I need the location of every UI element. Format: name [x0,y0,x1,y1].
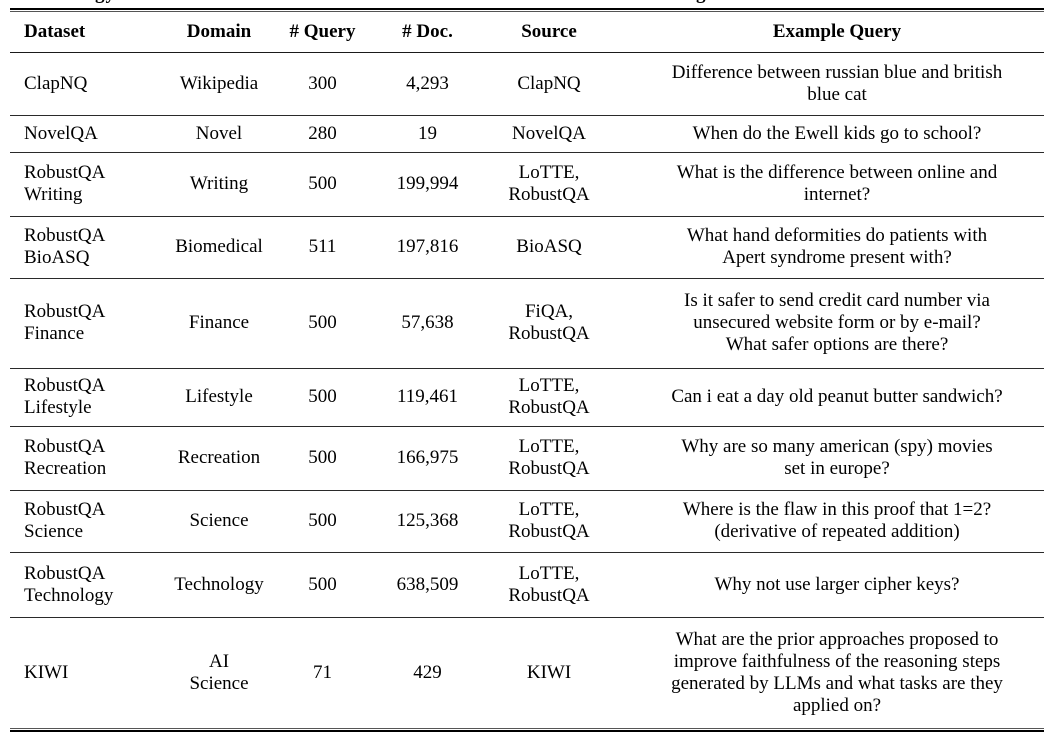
example-query-cell: When do the Ewell kids go to school? [608,115,1044,153]
num-doc-cell: 638,509 [365,552,490,618]
dataset-cell: RobustQA Technology [10,552,158,618]
num-query-cell: 280 [280,115,365,153]
dataset-cell: RobustQA Lifestyle [10,368,158,427]
dataset-cell: RobustQA BioASQ [10,216,158,279]
num-query-cell: 71 [313,661,332,683]
num-doc-cell: 197,816 [365,216,490,279]
top-rule-thick [10,8,1044,11]
source-cell: KIWI [526,661,572,683]
num-query-cell: 500 [280,426,365,491]
num-doc-cell: 166,975 [365,426,490,491]
dataset-cell: KIWI [24,661,69,683]
source-cell: BioASQ [490,216,608,279]
dataset-cell: RobustQA Recreation [10,426,158,491]
domain-cell: Lifestyle [158,368,280,427]
table-row-clapnq: ClapNQ Wikipedia 300 4,293 ClapNQ Differ… [10,52,1044,116]
source-cell: LoTTE, RobustQA [490,152,608,217]
table-row-robustqa-finance: RobustQA Finance Finance 500 57,638 FiQA… [10,278,1044,369]
example-query-cell: Can i eat a day old peanut butter sandwi… [608,368,1044,427]
bottom-rule-thick [10,730,1044,732]
num-doc-cell: 4,293 [365,52,490,116]
domain-cell: Biomedical [158,216,280,279]
header-row: Dataset Domain # Query # Doc. Source Exa… [10,12,1044,53]
table-row-robustqa-writing: RobustQA Writing Writing 500 199,994 LoT… [10,152,1044,217]
num-query-cell: 500 [280,552,365,618]
dataset-cell: RobustQA Science [10,490,158,553]
num-doc-cell: 57,638 [365,278,490,369]
table-row-robustqa-bioasq: RobustQA BioASQ Biomedical 511 197,816 B… [10,216,1044,279]
dataset-statistics-table: Dataset Domain # Query # Doc. Source Exa… [10,12,1044,728]
table-row-kiwi: KIWI AI Science 71 429 KIWI What are the… [10,617,1044,728]
domain-cell: Recreation [158,426,280,491]
header-domain: Domain [158,12,280,53]
example-query-cell: Where is the flaw in this proof that 1=2… [608,490,1044,553]
domain-cell: AI Science [189,650,249,694]
dataset-cell: NovelQA [10,115,158,153]
table-row-robustqa-technology: RobustQA Technology Technology 500 638,5… [10,552,1044,618]
source-cell: LoTTE, RobustQA [490,552,608,618]
source-cell: LoTTE, RobustQA [490,426,608,491]
example-query-cell: What hand deformities do patients with A… [608,216,1044,279]
example-query-cell: Difference between russian blue and brit… [608,52,1044,116]
num-query-cell: 500 [280,152,365,217]
header-example-query: Example Query [608,12,1044,53]
example-query-cell: What is the difference between online an… [608,152,1044,217]
dataset-cell: ClapNQ [10,52,158,116]
caption-descender-right: g [696,0,707,5]
example-query-cell: Why are so many american (spy) movies se… [608,426,1044,491]
bottom-rule-thin [10,728,1044,730]
source-cell: ClapNQ [490,52,608,116]
example-query-cell: Why not use larger cipher keys? [608,552,1044,618]
header-num-query: # Query [280,12,365,53]
num-doc-cell: 119,461 [365,368,490,427]
table-row-novelqa: NovelQA Novel 280 19 NovelQA When do the… [10,115,1044,153]
num-query-cell: 300 [280,52,365,116]
header-dataset: Dataset [10,12,158,53]
num-query-cell: 511 [280,216,365,279]
cropped-caption-strip: gy g [0,0,1052,8]
num-doc-cell: 125,368 [365,490,490,553]
domain-cell: Technology [158,552,280,618]
caption-descender-left: gy [95,0,116,5]
dataset-cell: RobustQA Writing [10,152,158,217]
example-query-cell: Is it safer to send credit card number v… [608,278,1044,369]
table-row-robustqa-science: RobustQA Science Science 500 125,368 LoT… [10,490,1044,553]
dataset-cell: RobustQA Finance [10,278,158,369]
source-cell: FiQA, RobustQA [490,278,608,369]
num-query-cell: 500 [280,368,365,427]
num-query-cell: 500 [280,490,365,553]
num-doc-cell: 19 [365,115,490,153]
header-source: Source [490,12,608,53]
domain-cell: Novel [158,115,280,153]
domain-cell: Writing [158,152,280,217]
table-row-robustqa-lifestyle: RobustQA Lifestyle Lifestyle 500 119,461… [10,368,1044,427]
source-cell: LoTTE, RobustQA [490,490,608,553]
example-query-cell: What are the prior approaches proposed t… [671,628,1003,716]
domain-cell: Finance [158,278,280,369]
domain-cell: Science [158,490,280,553]
num-doc-cell: 199,994 [365,152,490,217]
top-rule-thin [10,11,1044,12]
header-num-doc: # Doc. [365,12,490,53]
domain-cell: Wikipedia [158,52,280,116]
num-query-cell: 500 [280,278,365,369]
source-cell: LoTTE, RobustQA [490,368,608,427]
table-row-robustqa-recreation: RobustQA Recreation Recreation 500 166,9… [10,426,1044,491]
source-cell: NovelQA [490,115,608,153]
num-doc-cell: 429 [413,661,442,683]
